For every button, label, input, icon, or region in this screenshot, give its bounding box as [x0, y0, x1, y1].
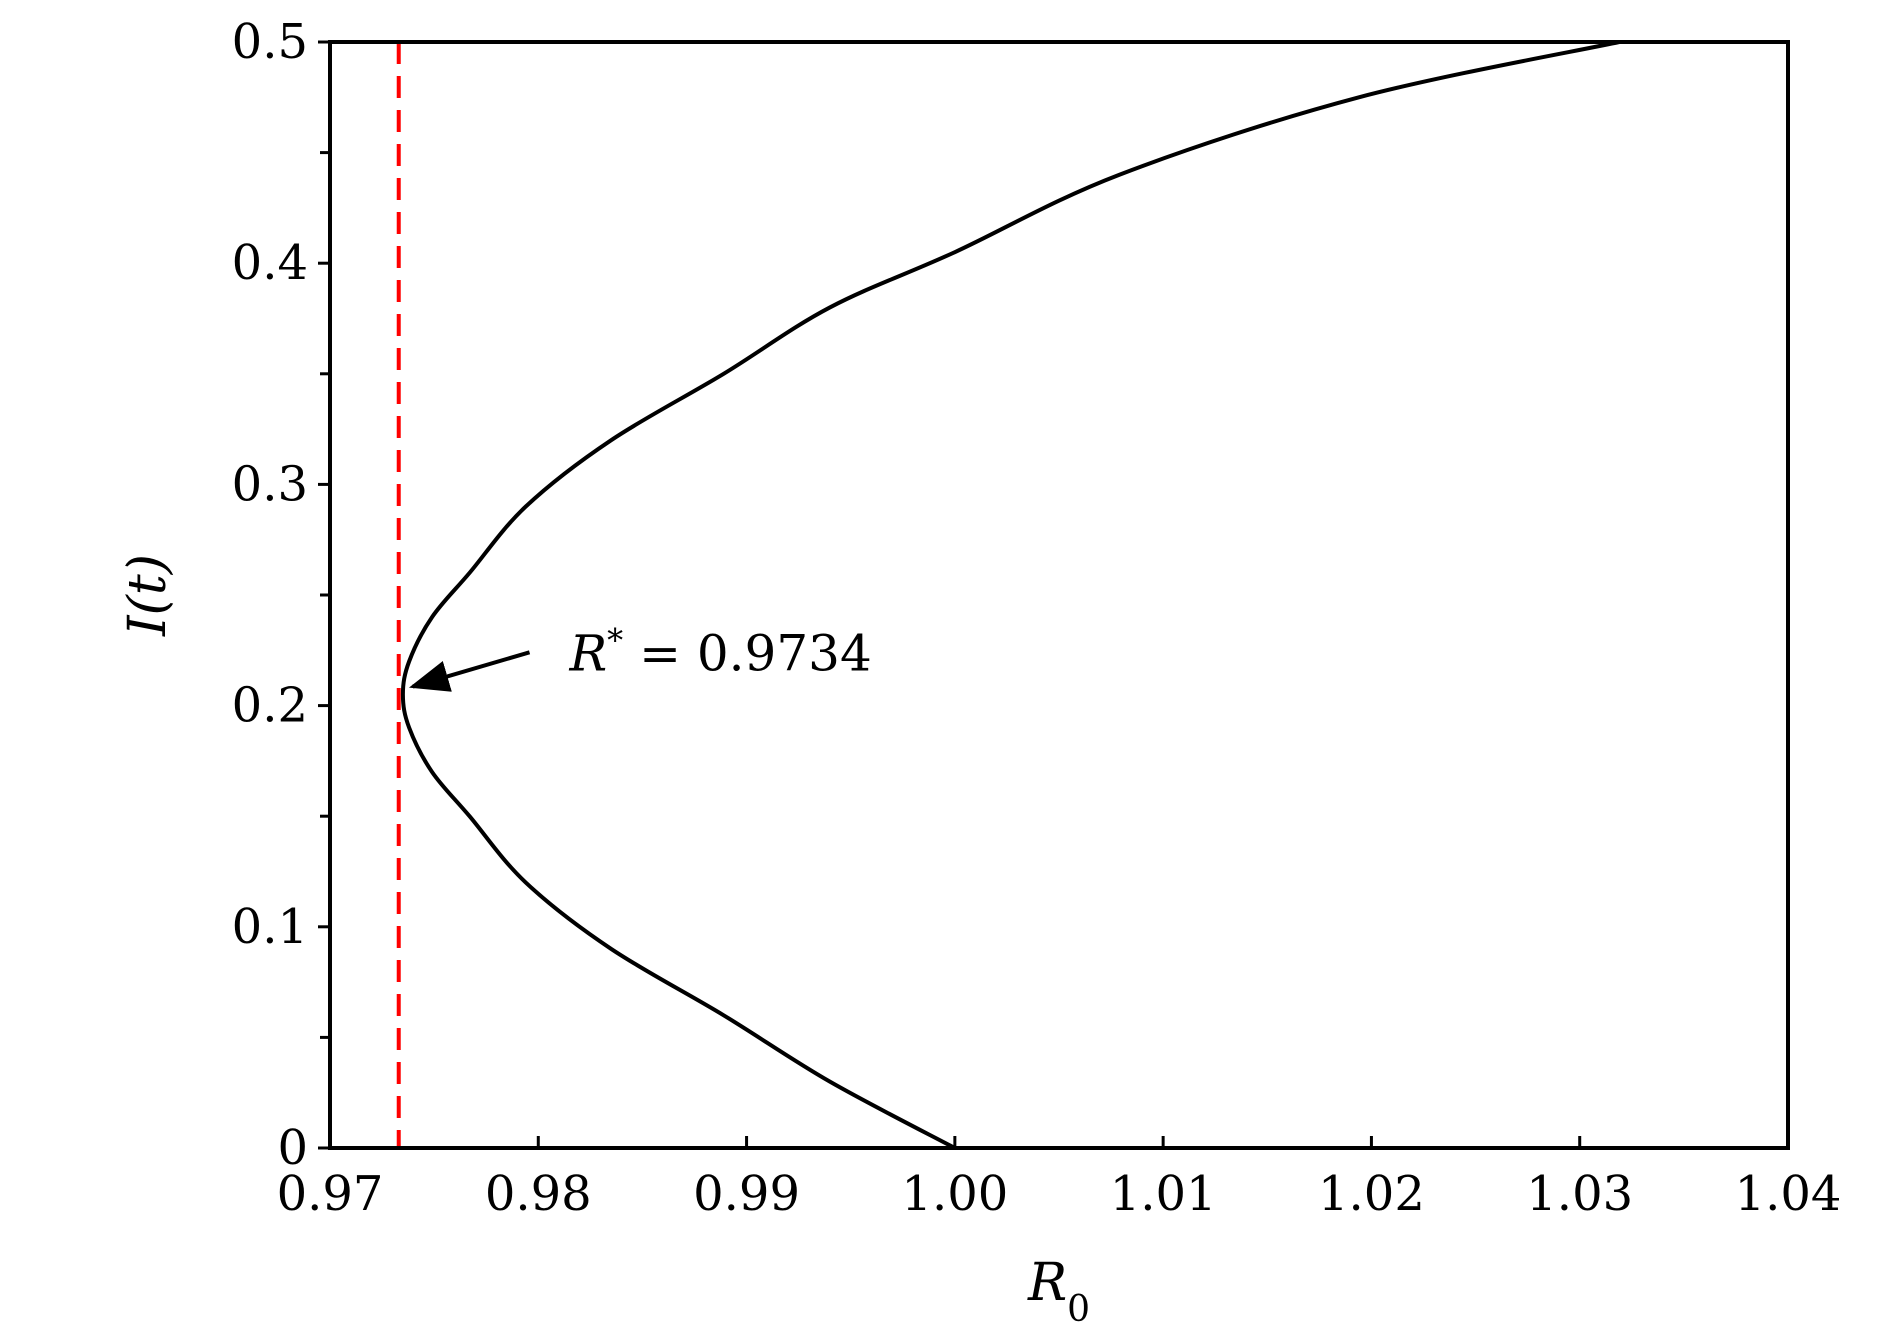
y-tick-label-2: 0.2 [232, 678, 308, 734]
y-tick-label-1: 0.1 [232, 899, 308, 955]
y-tick-label-3: 0.3 [232, 456, 308, 512]
x-axis: 0.97 0.98 0.99 1.00 1.01 1.02 1.03 1.04 [277, 1136, 1842, 1222]
x-axis-label: R0 [1027, 1253, 1090, 1323]
x-tick-label-5: 1.02 [1318, 1166, 1425, 1222]
x-tick-label-7: 1.04 [1735, 1166, 1842, 1222]
annotation-arrow [408, 650, 531, 692]
x-tick-label-6: 1.03 [1526, 1166, 1633, 1222]
x-axis-label-subscript: 0 [1067, 1289, 1090, 1323]
y-tick-label-4: 0.4 [232, 235, 308, 291]
x-tick-label-3: 1.00 [901, 1166, 1008, 1222]
series-line-0 [400, 40, 1620, 1150]
x-tick-label-0: 0.97 [277, 1166, 384, 1222]
y-tick-label-5: 0.5 [232, 14, 308, 70]
annotation: R* = 0.9734 [408, 621, 872, 692]
y-tick-label-0: 0 [277, 1120, 308, 1176]
y-axis-label: I(t) [118, 554, 178, 637]
x-tick-label-2: 0.99 [693, 1166, 800, 1222]
annotation-label: R* = 0.9734 [569, 621, 872, 682]
x-tick-label-1: 0.98 [485, 1166, 592, 1222]
plot-area [330, 42, 1788, 1148]
annotation-superscript: * [607, 621, 623, 659]
x-axis-label-main: R [1027, 1253, 1067, 1313]
y-axis: 0 0.1 0.2 0.3 0.4 0.5 [232, 14, 330, 1176]
annotation-value: = 0.9734 [623, 624, 872, 682]
curves [400, 40, 1620, 1150]
annotation-symbol: R [569, 624, 608, 682]
x-tick-label-4: 1.01 [1110, 1166, 1217, 1222]
